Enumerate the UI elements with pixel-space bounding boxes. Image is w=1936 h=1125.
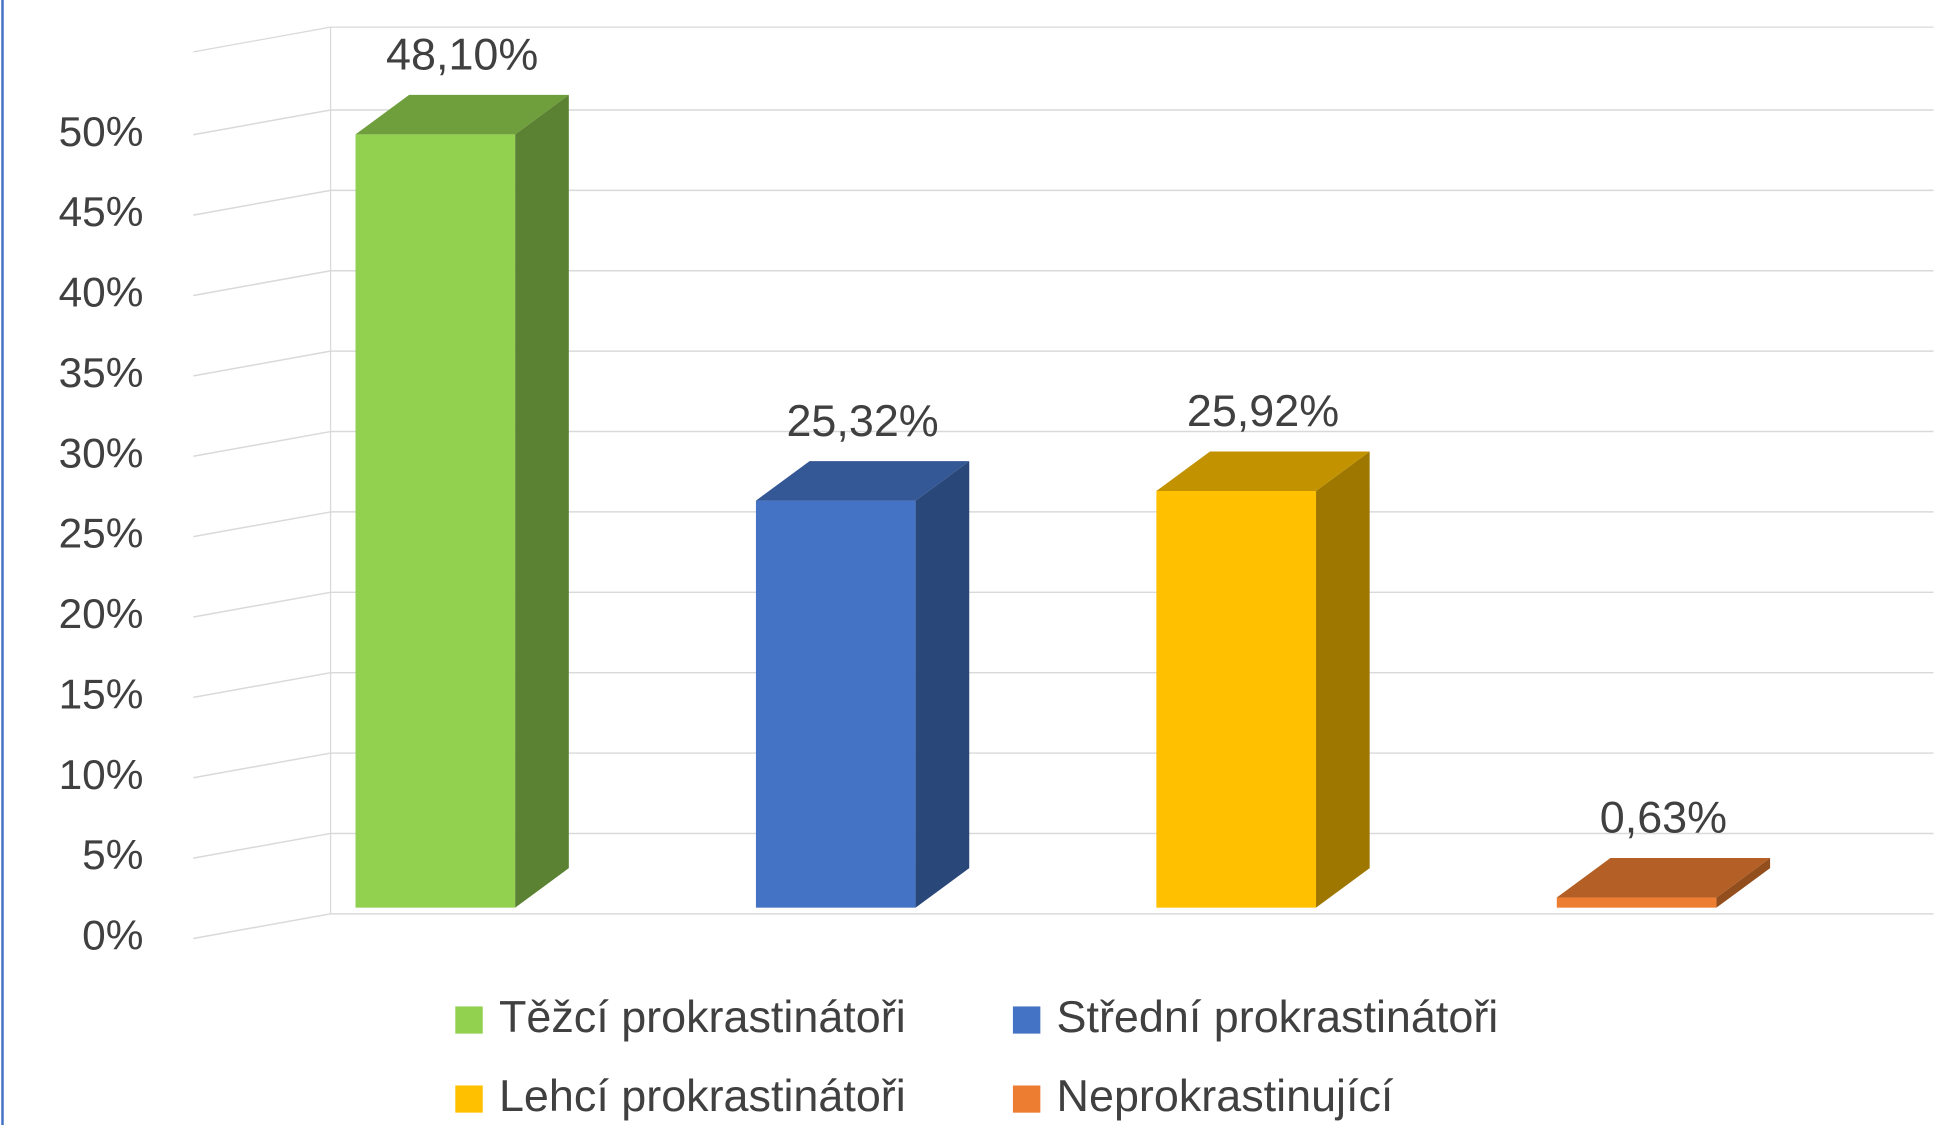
legend-swatch	[455, 1085, 483, 1113]
grid-line-side	[193, 752, 331, 779]
y-tick-label: 45%	[59, 188, 144, 235]
bar-front	[755, 500, 916, 908]
grid-line-side	[193, 109, 331, 136]
grid-line-side	[193, 511, 331, 538]
data-label: 0,63%	[1600, 794, 1727, 843]
grid-line-side	[193, 591, 331, 618]
y-tick-label: 25%	[59, 510, 144, 557]
grid-line-side	[193, 832, 331, 859]
bar-top	[1556, 858, 1771, 898]
y-tick-label: 35%	[59, 349, 144, 396]
bar-top	[355, 94, 569, 135]
y-tick-label: 5%	[82, 831, 143, 878]
legend-label: Lehcí prokrastinátoři	[499, 1072, 906, 1121]
legend-label: Těžcí prokrastinátoři	[499, 993, 906, 1042]
bar-front	[1156, 490, 1317, 908]
grid-line-side	[193, 671, 331, 699]
y-tick-label: 20%	[59, 590, 144, 637]
bar-front	[1556, 897, 1717, 908]
y-tick-label: 10%	[59, 751, 144, 798]
legend-swatch	[455, 1006, 483, 1034]
grid-line-side	[193, 189, 331, 216]
bar-side	[515, 94, 569, 908]
bar-top	[755, 461, 970, 501]
grid-line-side	[193, 430, 331, 457]
data-label: 48,10%	[386, 31, 538, 80]
bar-front	[355, 134, 516, 908]
legend-swatch	[1012, 1006, 1041, 1034]
y-tick-label: 15%	[59, 671, 144, 718]
legend-swatch	[1012, 1085, 1041, 1113]
bar-side	[1316, 451, 1370, 908]
legend-label: Střední prokrastinátoři	[1057, 993, 1499, 1042]
y-tick-label: 0%	[82, 912, 143, 959]
y-tick-label: 40%	[59, 269, 144, 316]
wall-top-side	[193, 26, 331, 53]
grid-line-side	[193, 913, 331, 940]
grid-line-side	[193, 350, 331, 377]
data-label: 25,92%	[1187, 387, 1339, 436]
bar-top	[1156, 451, 1370, 491]
bar-side	[1716, 858, 1771, 908]
y-tick-label: 50%	[59, 108, 144, 155]
grid-line-side	[193, 270, 331, 297]
data-label: 25,32%	[786, 397, 938, 446]
bar-side	[915, 461, 970, 908]
legend-label: Neprokrastinující	[1057, 1072, 1394, 1121]
y-tick-label: 30%	[59, 430, 144, 477]
